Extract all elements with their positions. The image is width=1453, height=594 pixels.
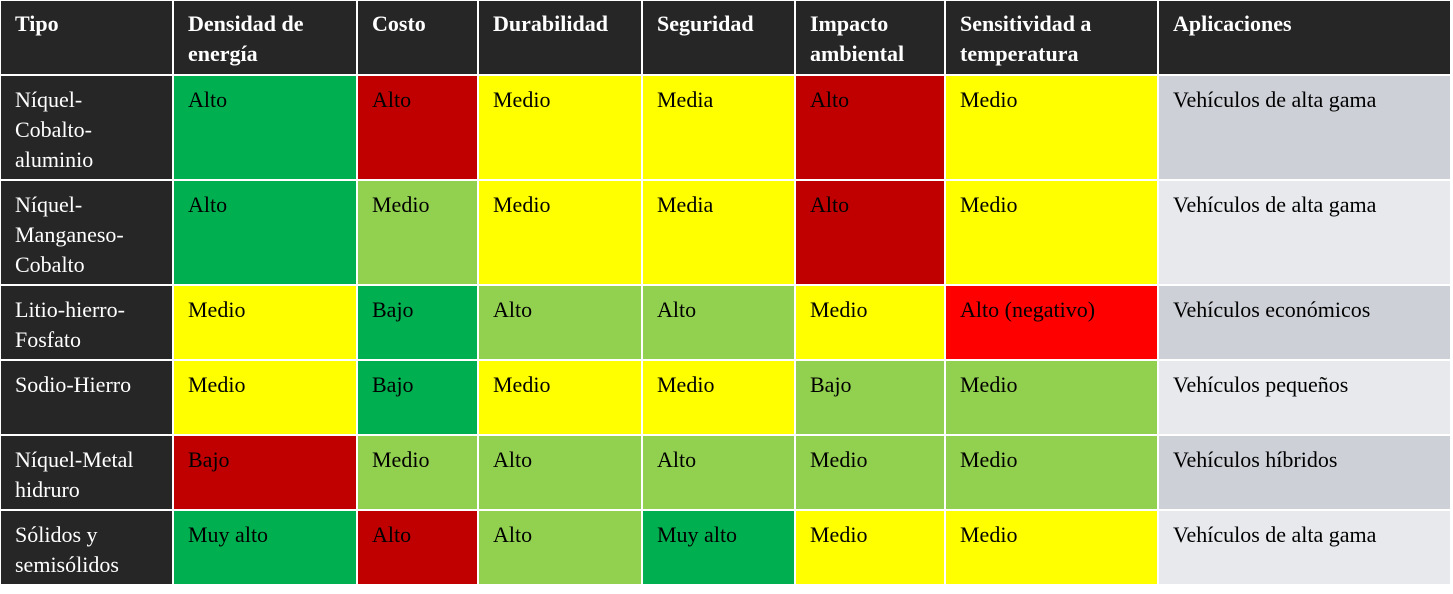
cell-densidad: Alto (173, 180, 357, 285)
cell-impacto: Medio (795, 510, 945, 585)
cell-aplicaciones: Vehículos de alta gama (1158, 510, 1451, 585)
cell-densidad: Bajo (173, 435, 357, 510)
cell-seguridad: Medio (642, 360, 795, 435)
cell-costo: Medio (357, 435, 478, 510)
cell-impacto: Bajo (795, 360, 945, 435)
table-row: Níquel-Cobalto-aluminio Alto Alto Medio … (0, 75, 1451, 180)
cell-densidad: Medio (173, 360, 357, 435)
cell-impacto: Alto (795, 180, 945, 285)
table-row: Litio-hierro-Fosfato Medio Bajo Alto Alt… (0, 285, 1451, 360)
cell-sensitividad: Medio (945, 510, 1158, 585)
row-type-label: Litio-hierro-Fosfato (0, 285, 173, 360)
cell-aplicaciones: Vehículos de alta gama (1158, 180, 1451, 285)
cell-seguridad: Muy alto (642, 510, 795, 585)
header-row: Tipo Densidad de energía Costo Durabilid… (0, 0, 1451, 75)
cell-seguridad: Media (642, 75, 795, 180)
cell-durabilidad: Alto (478, 510, 642, 585)
header-densidad-de-energia: Densidad de energía (173, 0, 357, 75)
cell-sensitividad: Alto (negativo) (945, 285, 1158, 360)
table-row: Níquel-Manganeso-Cobalto Alto Medio Medi… (0, 180, 1451, 285)
cell-costo: Alto (357, 75, 478, 180)
cell-seguridad: Media (642, 180, 795, 285)
row-type-label: Níquel-Cobalto-aluminio (0, 75, 173, 180)
header-costo: Costo (357, 0, 478, 75)
cell-aplicaciones: Vehículos híbridos (1158, 435, 1451, 510)
cell-costo: Bajo (357, 360, 478, 435)
cell-sensitividad: Medio (945, 435, 1158, 510)
cell-durabilidad: Alto (478, 435, 642, 510)
cell-densidad: Medio (173, 285, 357, 360)
cell-costo: Medio (357, 180, 478, 285)
cell-durabilidad: Medio (478, 360, 642, 435)
header-impacto-ambiental: Impacto ambiental (795, 0, 945, 75)
cell-densidad: Muy alto (173, 510, 357, 585)
cell-seguridad: Alto (642, 435, 795, 510)
cell-impacto: Medio (795, 285, 945, 360)
cell-durabilidad: Alto (478, 285, 642, 360)
cell-impacto: Medio (795, 435, 945, 510)
header-sensitividad-a-temperatura: Sensitividad a temperatura (945, 0, 1158, 75)
cell-costo: Alto (357, 510, 478, 585)
header-aplicaciones: Aplicaciones (1158, 0, 1451, 75)
table-row: Níquel-Metal hidruro Bajo Medio Alto Alt… (0, 435, 1451, 510)
row-type-label: Sodio-Hierro (0, 360, 173, 435)
cell-aplicaciones: Vehículos de alta gama (1158, 75, 1451, 180)
cell-durabilidad: Medio (478, 75, 642, 180)
cell-impacto: Alto (795, 75, 945, 180)
table-row: Sólidos y semisólidos Muy alto Alto Alto… (0, 510, 1451, 585)
cell-seguridad: Alto (642, 285, 795, 360)
cell-durabilidad: Medio (478, 180, 642, 285)
row-type-label: Níquel-Metal hidruro (0, 435, 173, 510)
table-row: Sodio-Hierro Medio Bajo Medio Medio Bajo… (0, 360, 1451, 435)
header-tipo: Tipo (0, 0, 173, 75)
cell-costo: Bajo (357, 285, 478, 360)
cell-sensitividad: Medio (945, 180, 1158, 285)
header-durabilidad: Durabilidad (478, 0, 642, 75)
row-type-label: Níquel-Manganeso-Cobalto (0, 180, 173, 285)
cell-sensitividad: Medio (945, 75, 1158, 180)
header-seguridad: Seguridad (642, 0, 795, 75)
cell-aplicaciones: Vehículos pequeños (1158, 360, 1451, 435)
cell-sensitividad: Medio (945, 360, 1158, 435)
row-type-label: Sólidos y semisólidos (0, 510, 173, 585)
cell-aplicaciones: Vehículos económicos (1158, 285, 1451, 360)
cell-densidad: Alto (173, 75, 357, 180)
